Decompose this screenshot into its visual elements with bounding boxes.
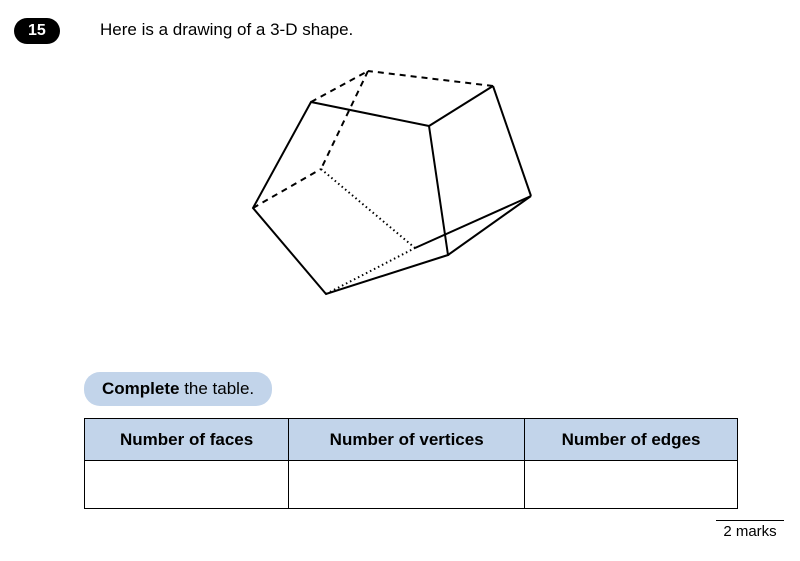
lateral-edge-visible	[448, 196, 531, 255]
answer-table: Number of faces Number of vertices Numbe…	[84, 418, 738, 509]
col-header-edges: Number of edges	[525, 419, 738, 461]
prism-diagram	[218, 56, 578, 306]
question-number-text: 15	[28, 22, 46, 39]
marks-text: 2 marks	[716, 523, 784, 540]
instruction-pill: Complete the table.	[84, 372, 272, 406]
instruction-rest: the table.	[179, 379, 254, 398]
back-edge-visible	[493, 86, 531, 196]
lateral-edge-hidden	[311, 71, 368, 102]
marks-rule	[716, 520, 784, 521]
marks-indicator: 2 marks	[716, 520, 784, 540]
table-header-row: Number of faces Number of vertices Numbe…	[85, 419, 738, 461]
cell-edges[interactable]	[525, 461, 738, 509]
cell-vertices[interactable]	[289, 461, 525, 509]
back-edge-hidden-dotted	[321, 169, 415, 248]
back-edge-hidden	[321, 71, 368, 169]
front-pentagon	[253, 102, 448, 294]
instruction-bold: Complete	[102, 379, 179, 398]
col-header-vertices: Number of vertices	[289, 419, 525, 461]
question-intro: Here is a drawing of a 3-D shape.	[100, 20, 353, 40]
cell-faces[interactable]	[85, 461, 289, 509]
back-edge-visible	[415, 196, 531, 248]
table-answer-row	[85, 461, 738, 509]
lateral-edge-hidden-dotted	[326, 248, 415, 294]
col-header-faces: Number of faces	[85, 419, 289, 461]
question-number-badge: 15	[14, 18, 60, 44]
lateral-edge-visible	[429, 86, 493, 126]
back-edge-hidden	[368, 71, 493, 86]
